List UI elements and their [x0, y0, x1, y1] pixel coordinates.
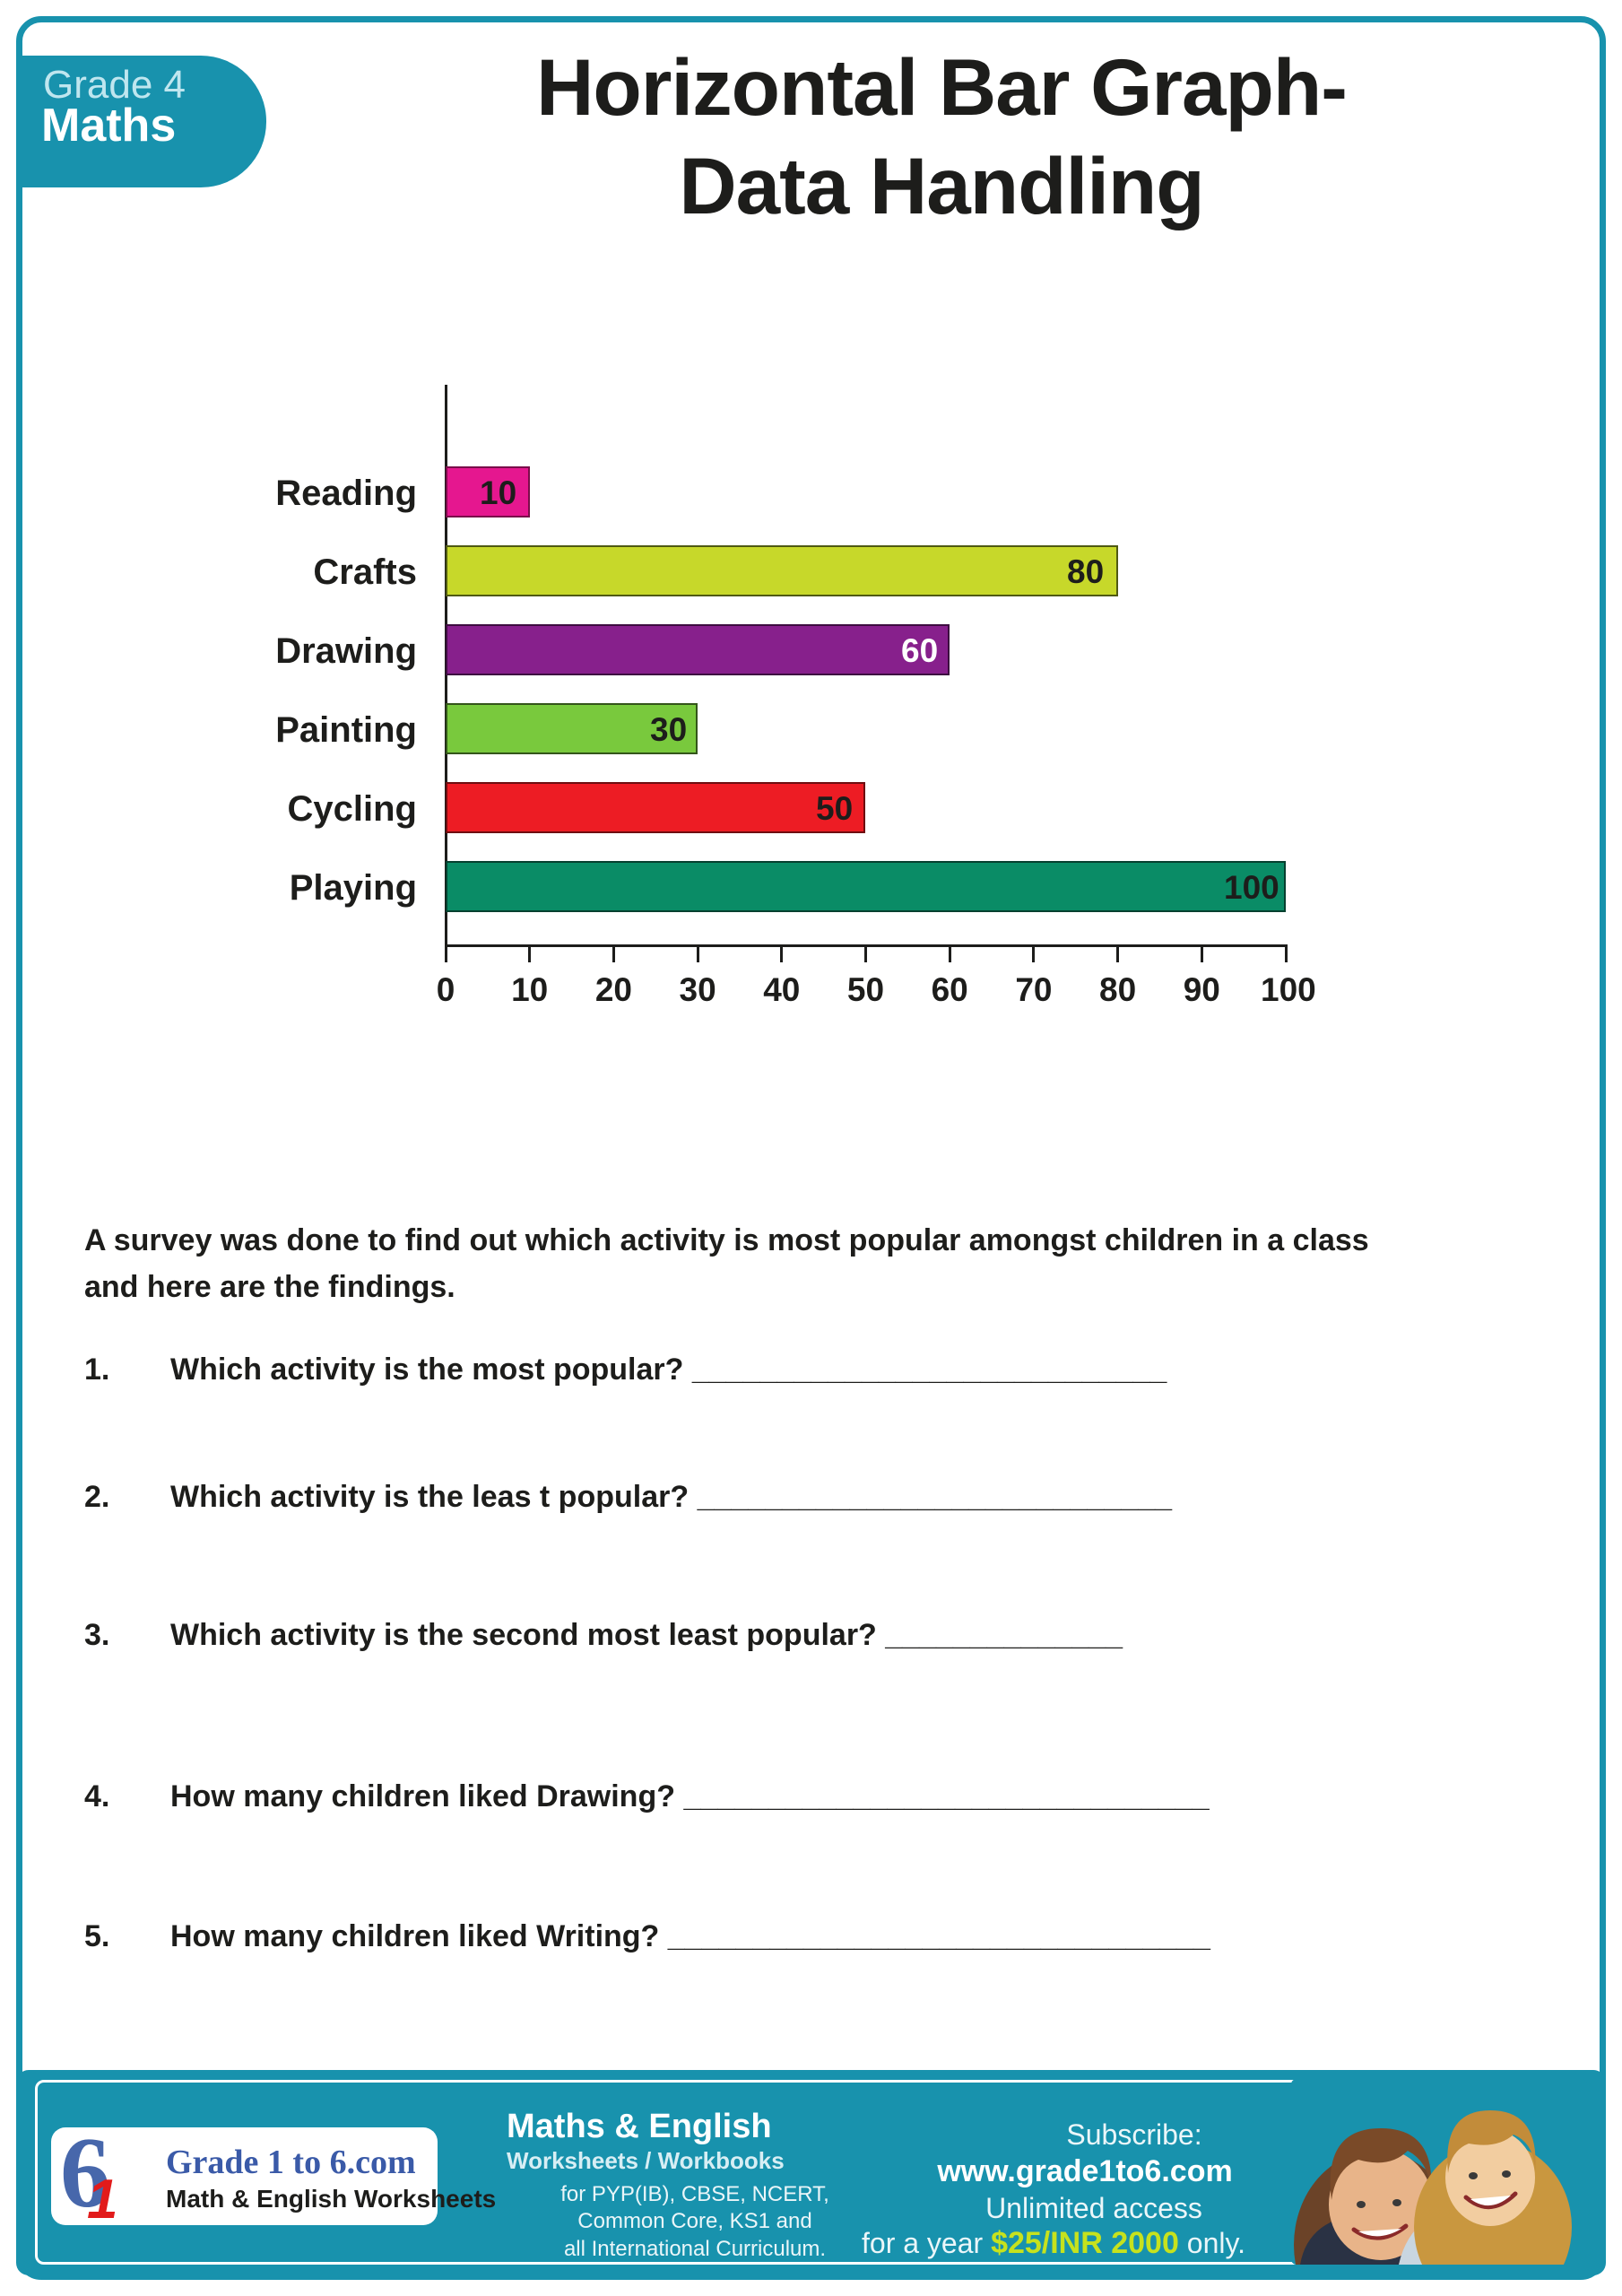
svg-text:1: 1 [87, 2169, 117, 2222]
